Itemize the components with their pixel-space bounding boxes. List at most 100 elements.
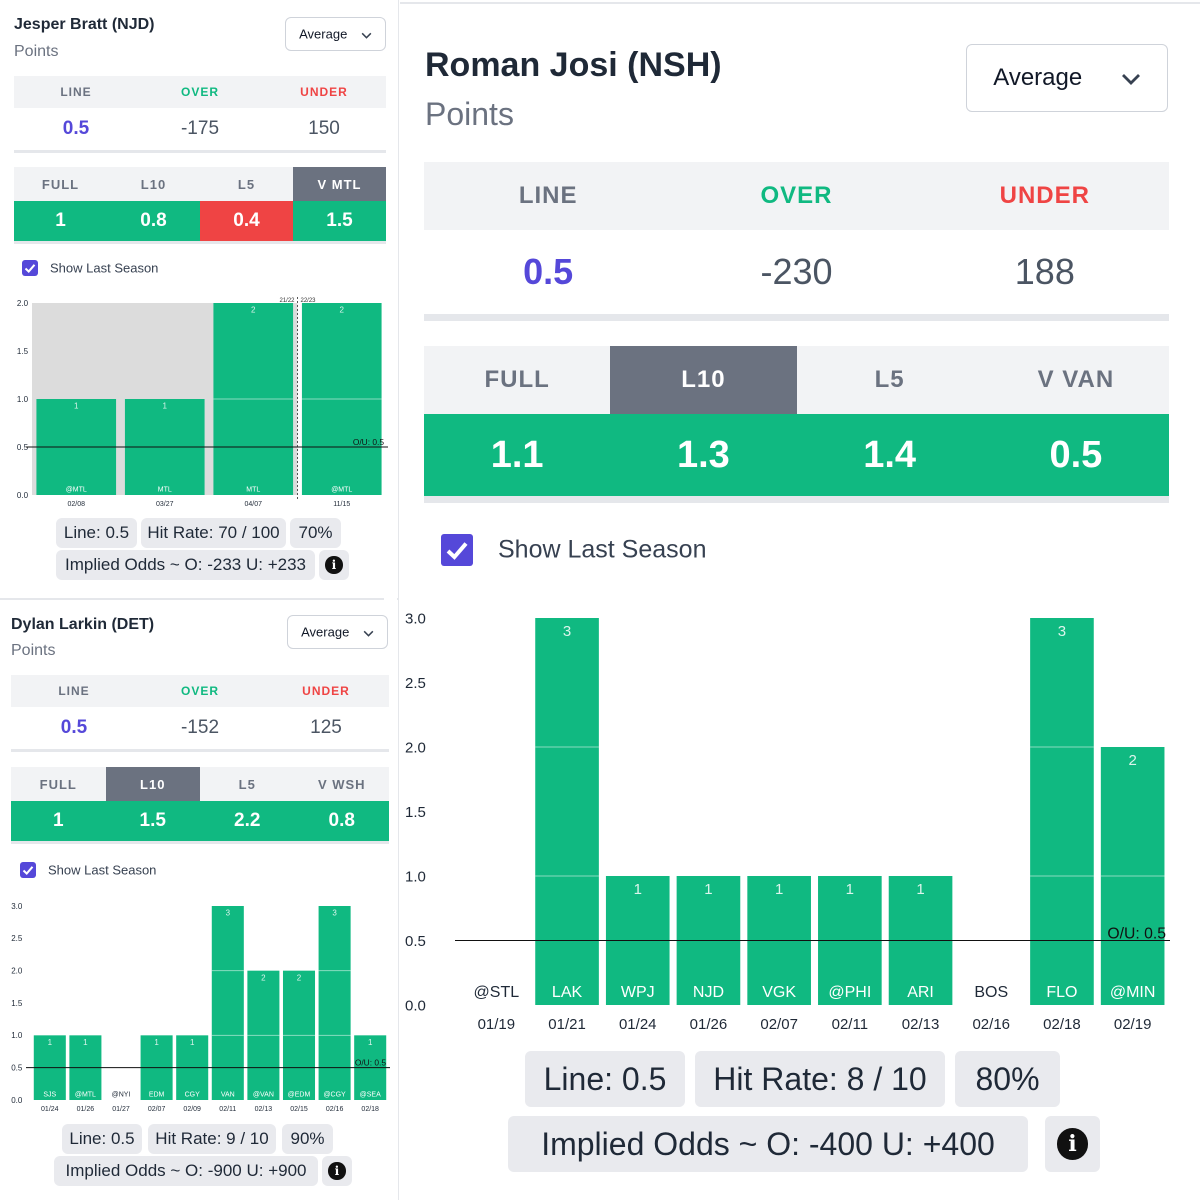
tab-l10[interactable]: L10	[105, 767, 200, 801]
opponent-label: EDM	[149, 1092, 165, 1099]
bar-value-label: 1	[704, 881, 712, 898]
tab-l10[interactable]: L10	[140, 176, 167, 192]
ou-label: O/U: 0.5	[355, 1058, 387, 1068]
y-tick-label: 1.0	[11, 1031, 23, 1040]
date-label: 02/18	[1043, 1016, 1081, 1033]
opponent-label: ARI	[907, 984, 934, 1001]
info-icon: i	[328, 1162, 346, 1180]
bar-value-label: 1	[74, 402, 79, 411]
y-tick-label: 1.0	[17, 395, 29, 404]
hit-rate-pill: Hit Rate: 8 / 10	[695, 1051, 945, 1107]
opponent-label: MTL	[246, 487, 260, 494]
info-button[interactable]: i	[1045, 1116, 1100, 1172]
tab-value-full: 1.1	[490, 433, 544, 476]
tab-value-l5: 2.2	[234, 810, 261, 831]
tab-v-van[interactable]: V VAN	[1037, 366, 1115, 393]
tab-v-mtl[interactable]: V MTL	[293, 167, 386, 201]
odds-values: 0.5 -175 150	[14, 108, 386, 150]
opponent-label: FLO	[1046, 984, 1077, 1001]
tab-l5[interactable]: L5	[874, 366, 905, 393]
date-label: 03/27	[156, 501, 174, 508]
bar-value-label: 3	[563, 623, 571, 640]
line-pill: Line: 0.5	[525, 1051, 685, 1107]
tab-value-v-wsh: 0.8	[328, 810, 355, 831]
bar-value-label: 2	[1128, 752, 1136, 769]
points-bar-chart: 0.0 0.5 1.0 1.5 2.0 2.5 3.0 @STL 01/19 3 LAK 01/21 1…	[405, 610, 1170, 1033]
y-tick-label: 2.0	[11, 966, 23, 975]
bar-value-label: 1	[163, 402, 168, 411]
opponent-label: SJS	[43, 1092, 56, 1099]
tab-value-l5: 1.4	[863, 433, 917, 476]
show-last-season-checkbox[interactable]	[22, 260, 38, 276]
bar-value-label: 1	[916, 881, 924, 898]
opponent-label: VAN	[221, 1092, 235, 1099]
y-tick-label: 2.0	[405, 739, 426, 756]
tab-value-l10: 0.8	[140, 210, 167, 231]
date-label: 02/16	[972, 1016, 1010, 1033]
over-label: OVER	[760, 182, 833, 209]
date-label: 02/13	[255, 1106, 273, 1113]
bar-value-label: 1	[775, 881, 783, 898]
line-label: LINE	[58, 684, 90, 698]
y-tick-label: 1.0	[405, 868, 426, 885]
show-last-season-checkbox[interactable]	[441, 534, 473, 566]
bar-value-label: 1	[368, 1038, 373, 1047]
date-label: 02/07	[148, 1106, 166, 1113]
info-button[interactable]: i	[322, 1156, 352, 1186]
opponent-label: WPJ	[621, 984, 655, 1001]
tab-l5[interactable]: L5	[238, 776, 256, 792]
opponent-label: @MIN	[1110, 984, 1156, 1001]
line-label: LINE	[60, 85, 92, 99]
opponent-label: CGY	[185, 1092, 201, 1099]
date-label: 04/07	[244, 501, 262, 508]
tab-full[interactable]: FULL	[39, 776, 77, 792]
hit-pct-pill: 70%	[290, 518, 341, 548]
date-label: 02/11	[832, 1016, 868, 1033]
opponent-label: @MTL	[331, 487, 352, 494]
y-tick-label: 3.0	[11, 902, 23, 911]
ou-label: O/U: 0.5	[353, 437, 385, 447]
line-value: 0.5	[523, 251, 574, 292]
over-odds: -230	[760, 251, 833, 292]
tab-v-wsh[interactable]: V WSH	[317, 776, 366, 792]
tab-value-l10: 1.3	[676, 433, 730, 476]
y-tick-label: 1.5	[17, 347, 29, 356]
date-label: 02/09	[183, 1106, 201, 1113]
average-dropdown[interactable]: Average	[966, 44, 1168, 112]
bar-value-label: 3	[332, 909, 337, 918]
split-tabs: FULL L10 L5 V WSH	[11, 767, 389, 801]
chevron-down-icon	[1121, 74, 1140, 85]
average-dropdown[interactable]: Average	[285, 17, 386, 51]
date-label: 01/27	[112, 1106, 130, 1113]
opponent-label: MTL	[158, 487, 172, 494]
ou-label: O/U: 0.5	[1107, 926, 1166, 943]
y-tick-label: 2.5	[11, 934, 23, 943]
info-button[interactable]: i	[319, 550, 349, 580]
opponent-label: @VAN	[253, 1092, 274, 1099]
bar-value-label: 1	[634, 881, 642, 898]
stat-type: Points	[14, 43, 59, 60]
chevron-down-icon	[363, 630, 374, 637]
bar-value-label: 3	[226, 909, 231, 918]
date-label: 11/15	[333, 501, 350, 508]
average-dropdown[interactable]: Average	[287, 615, 388, 649]
tab-full[interactable]: FULL	[484, 366, 550, 393]
hit-rate-pill: Hit Rate: 9 / 10	[148, 1124, 276, 1154]
stat-type: Points	[425, 96, 514, 132]
show-last-season-checkbox[interactable]	[20, 862, 36, 878]
odds-bottom-border	[11, 749, 389, 753]
tab-l5[interactable]: L5	[237, 176, 256, 192]
chevron-down-icon	[361, 32, 372, 39]
opponent-label: VGK	[762, 984, 796, 1001]
odds-header: LINE OVER UNDER	[424, 162, 1169, 230]
info-icon: i	[325, 556, 343, 574]
date-label: 01/21	[548, 1016, 586, 1033]
tab-value-full: 1	[55, 210, 66, 231]
over-label: OVER	[180, 85, 219, 99]
tab-full[interactable]: FULL	[41, 176, 80, 192]
tab-l10[interactable]: L10	[610, 346, 797, 414]
opponent-label: @EDM	[288, 1092, 311, 1099]
bar	[1030, 618, 1094, 1005]
over-label: OVER	[180, 684, 219, 698]
points-bar-chart: 0.0 0.5 1.0 1.5 2.0 1 @MTL 02/08 1 MTL 03/27 2 MTL 04…	[17, 297, 388, 508]
